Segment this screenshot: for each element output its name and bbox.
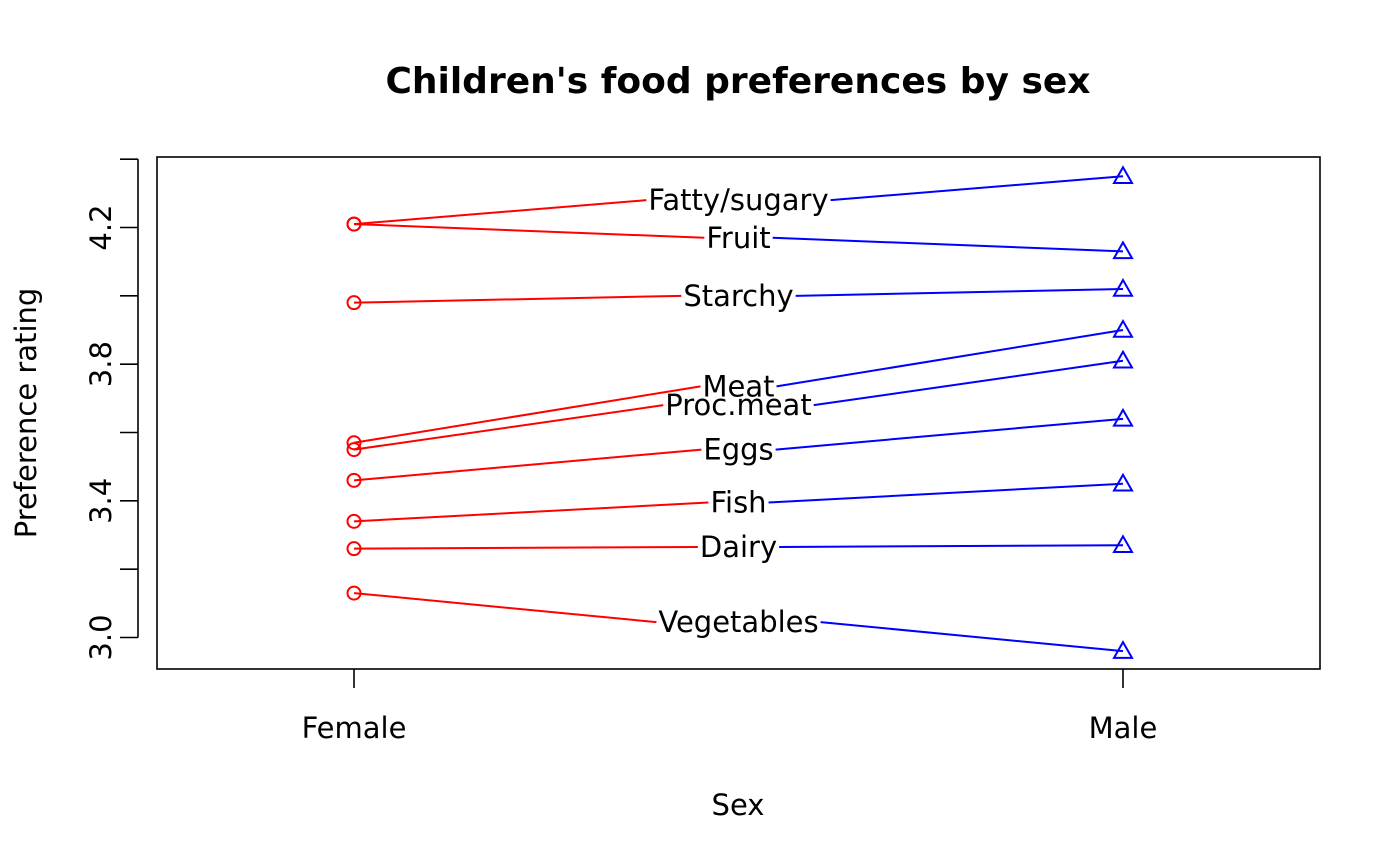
male-point-proc-meat: [1112, 349, 1134, 369]
female-point-eggs: [346, 472, 362, 488]
series-proc-meat: Proc.meat: [346, 349, 1134, 458]
series-vegetables: Vegetables: [346, 585, 1134, 659]
y-tick-label: 4.2: [84, 204, 118, 250]
male-point-meat: [1112, 318, 1134, 338]
y-tick-label: 3.8: [84, 341, 118, 387]
female-line-eggs: [353, 448, 702, 482]
male-line-fatty-sugary: [830, 175, 1124, 202]
male-point-fruit: [1112, 240, 1134, 260]
female-point-starchy: [346, 295, 362, 311]
female-point-vegetables: [346, 585, 362, 601]
male-line-dairy: [779, 544, 1124, 548]
female-point-fish: [346, 513, 362, 529]
male-point-fatty-sugary: [1112, 165, 1134, 184]
plot-frame: [156, 156, 1321, 670]
series-fruit: Fruit: [346, 216, 1134, 260]
male-point-dairy: [1112, 534, 1134, 553]
female-point-dairy: [346, 541, 362, 557]
female-point-proc-meat: [346, 442, 362, 458]
series-meat: Meat: [346, 318, 1134, 451]
male-point-fish: [1112, 472, 1134, 492]
x-axis: Female Male: [302, 669, 1158, 745]
y-tick-label: 3.0: [84, 614, 118, 660]
series-fish: Fish: [346, 472, 1134, 529]
y-axis: 3.0 3.4 3.8 4.2: [84, 158, 139, 661]
x-tick-label-male: Male: [1089, 711, 1158, 745]
male-line-fish: [768, 482, 1124, 504]
male-line-meat: [776, 329, 1124, 388]
male-line-fruit: [772, 236, 1124, 253]
female-line-fruit: [353, 223, 705, 239]
male-point-starchy: [1112, 277, 1134, 297]
item-label-meat: Meat: [702, 369, 774, 403]
item-label-fruit: Fruit: [706, 221, 770, 255]
male-line-starchy: [795, 288, 1124, 297]
x-axis-title: Sex: [712, 788, 765, 822]
male-line-proc-meat: [813, 359, 1124, 407]
item-label-starchy: Starchy: [683, 279, 793, 313]
item-label-dairy: Dairy: [700, 530, 777, 564]
y-tick-label: 3.4: [84, 478, 118, 524]
male-line-eggs: [775, 417, 1124, 451]
chart-title: Children's food preferences by sex: [385, 61, 1090, 102]
female-line-proc-meat: [353, 404, 664, 451]
item-label-eggs: Eggs: [703, 433, 773, 467]
series-fatty-sugary: Fatty/sugary: [346, 165, 1134, 232]
item-label-vegetables: Vegetables: [658, 605, 818, 639]
male-point-vegetables: [1112, 640, 1134, 659]
female-line-dairy: [353, 545, 698, 550]
female-line-meat: [353, 385, 701, 444]
item-label-proc-meat: Proc.meat: [665, 388, 811, 422]
series-starchy: Starchy: [346, 277, 1134, 313]
male-point-eggs: [1112, 407, 1134, 427]
male-line-vegetables: [820, 621, 1124, 653]
series-eggs: Eggs: [346, 407, 1134, 488]
item-label-fatty-sugary: Fatty/sugary: [648, 183, 828, 217]
item-label-fish: Fish: [710, 486, 766, 520]
female-line-starchy: [353, 294, 682, 304]
female-line-vegetables: [353, 592, 657, 624]
female-line-fatty-sugary: [353, 199, 647, 226]
series-dairy: Dairy: [346, 530, 1134, 564]
female-point-fruit: [346, 216, 362, 232]
x-tick-label-female: Female: [302, 711, 407, 745]
female-line-fish: [353, 501, 709, 523]
y-axis-title: Preference rating: [9, 288, 43, 539]
